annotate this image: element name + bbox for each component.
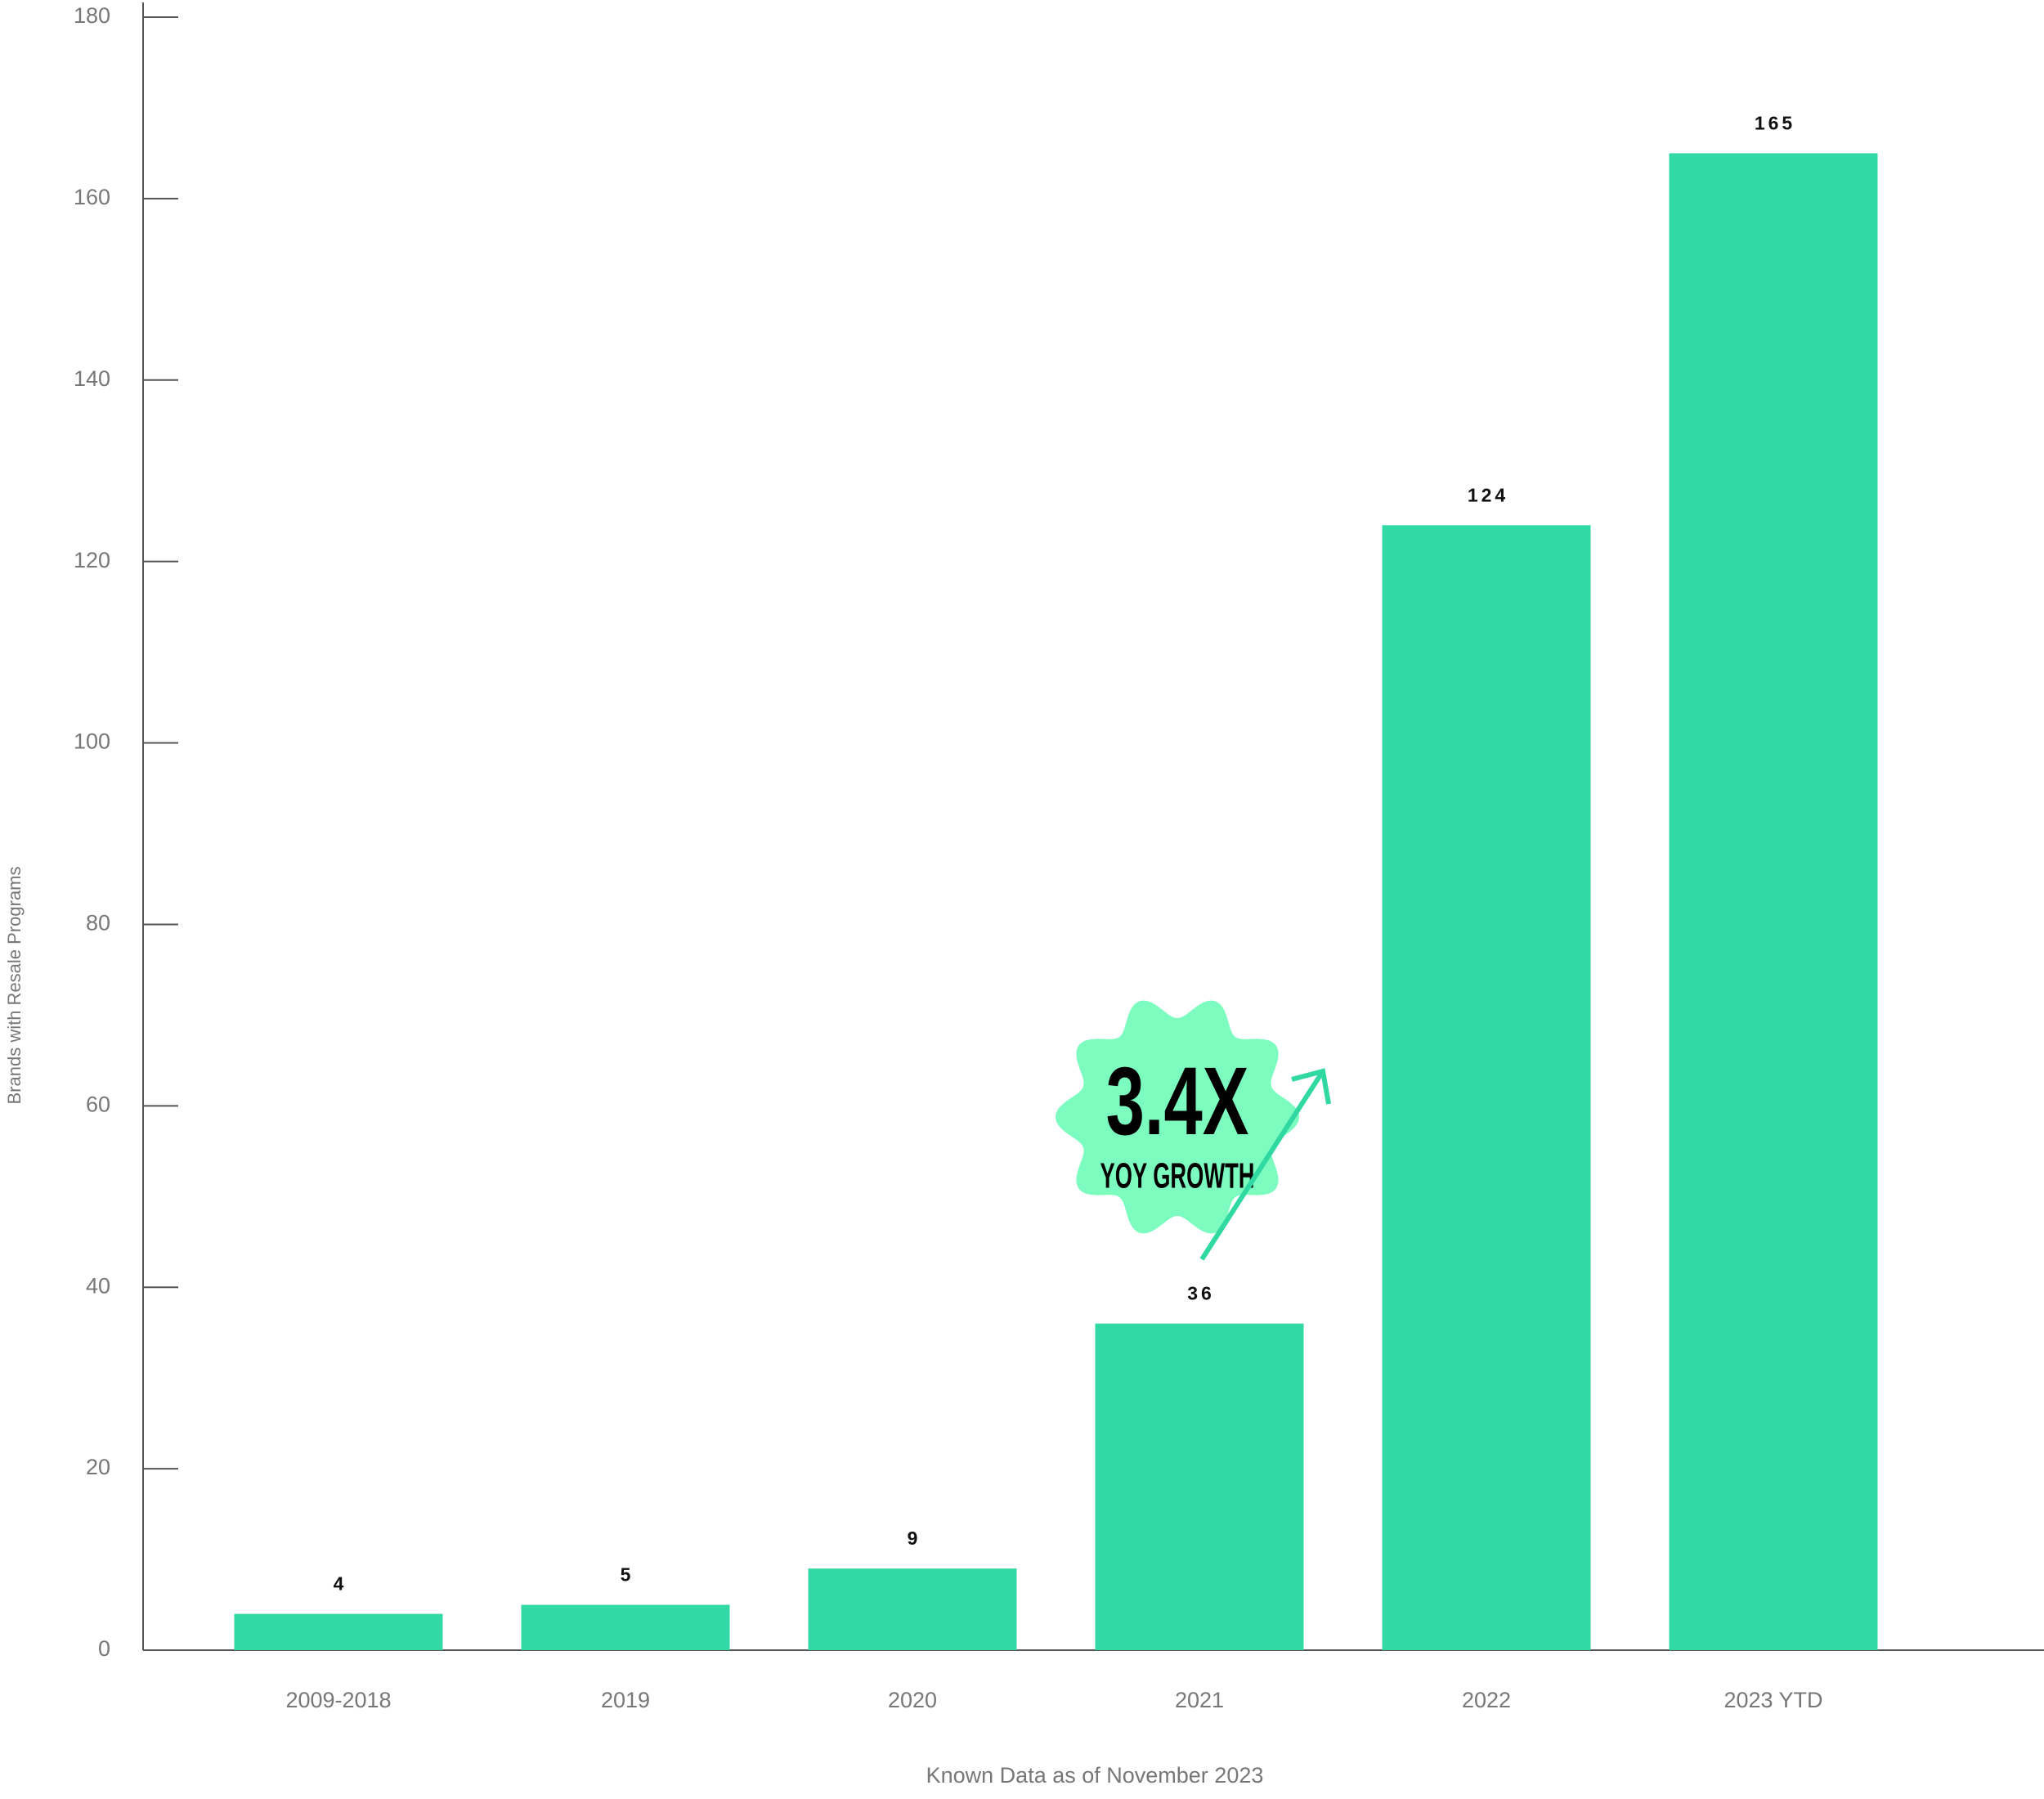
badge-headline: 3.4X: [1106, 1047, 1249, 1155]
x-tick-label: 2009-2018: [285, 1688, 391, 1712]
y-axis-title: Brands with Resale Programs: [4, 866, 25, 1104]
y-tick-label: 180: [74, 3, 110, 28]
value-label: 124: [1468, 484, 1508, 505]
y-tick-label: 20: [86, 1455, 110, 1479]
bar: [521, 1604, 730, 1650]
y-tick-label: 40: [86, 1273, 110, 1298]
y-tick-label: 100: [74, 729, 110, 754]
x-tick-label: 2020: [888, 1688, 937, 1712]
y-tick-label: 140: [74, 366, 110, 391]
bar: [1669, 153, 1878, 1651]
badge-text: YOY GROWTH: [1100, 1155, 1255, 1196]
value-label: 9: [908, 1528, 921, 1549]
bar: [234, 1613, 443, 1650]
value-label: 165: [1755, 112, 1795, 133]
y-tick-label: 120: [74, 548, 110, 572]
bar: [1382, 525, 1591, 1651]
x-axis-title: Known Data as of November 2023: [926, 1763, 1264, 1788]
x-tick-label: 2021: [1175, 1688, 1224, 1712]
bar: [1095, 1323, 1304, 1650]
value-label: 36: [1187, 1283, 1215, 1304]
value-label: 4: [334, 1573, 347, 1595]
growth-arrowhead: [1291, 1068, 1331, 1105]
badge-shape: [1056, 1000, 1299, 1234]
growth-arrow: [1199, 1072, 1324, 1261]
bar: [808, 1568, 1017, 1650]
x-tick-label: 2023 YTD: [1724, 1688, 1822, 1712]
y-tick-label: 60: [86, 1092, 110, 1116]
x-tick-label: 2019: [601, 1688, 650, 1712]
y-tick-label: 0: [98, 1636, 110, 1661]
value-label: 5: [621, 1564, 634, 1586]
y-tick-label: 160: [74, 185, 110, 209]
x-tick-label: 2022: [1462, 1688, 1511, 1712]
y-tick-label: 80: [86, 911, 110, 935]
